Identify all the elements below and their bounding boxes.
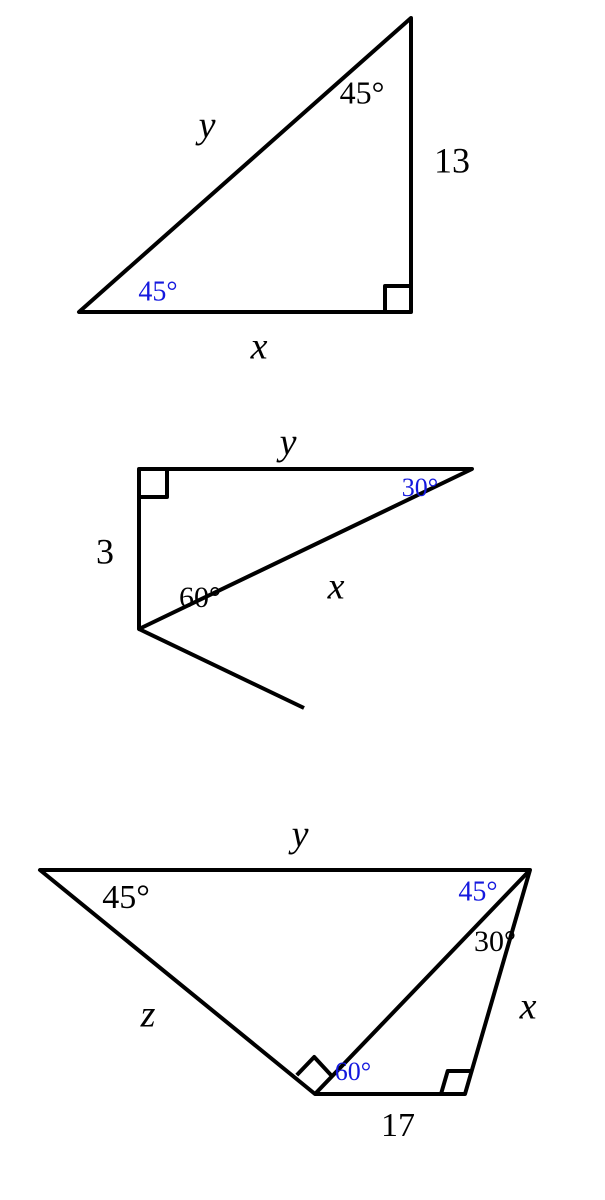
tri3-side-z: z <box>140 994 156 1036</box>
triangle-1: y 13 x 45° 45° <box>79 18 470 368</box>
tri3-right-angle-marker-left <box>297 1057 332 1076</box>
tri3-angle-45-left: 45° <box>102 879 150 916</box>
tri2-side-y: y <box>276 422 297 464</box>
triangle-2: y 30° 3 60° x <box>96 422 472 708</box>
tri2-angle-30: 30° <box>402 473 438 502</box>
tri3-side-x: x <box>519 986 537 1028</box>
tri1-side-13: 13 <box>434 140 470 180</box>
triangle-3: y 45° 45° 30° z 60° x 17 <box>40 814 537 1144</box>
tri2-right-angle-marker <box>139 469 167 497</box>
tri1-angle-45-top: 45° <box>340 74 385 110</box>
tri3-angle-30: 30° <box>474 925 516 958</box>
tri2-extension-line <box>139 629 304 708</box>
tri1-shape <box>79 18 411 312</box>
tri3-angle-60: 60° <box>335 1057 371 1086</box>
tri2-side-3: 3 <box>96 531 114 571</box>
tri1-angle-45-bottom: 45° <box>138 276 177 307</box>
tri3-side-17: 17 <box>381 1107 415 1144</box>
tri2-angle-60: 60° <box>179 581 221 614</box>
tri3-side-y: y <box>288 814 309 856</box>
triangles-diagram: y 13 x 45° 45° y 30° 3 60° x y 45° 45° 3… <box>0 0 605 1200</box>
tri1-side-x: x <box>250 326 268 368</box>
tri1-side-y: y <box>195 105 216 147</box>
tri3-angle-45-right: 45° <box>458 876 497 907</box>
tri1-right-angle-marker <box>385 286 411 312</box>
tri2-side-x: x <box>327 566 345 608</box>
